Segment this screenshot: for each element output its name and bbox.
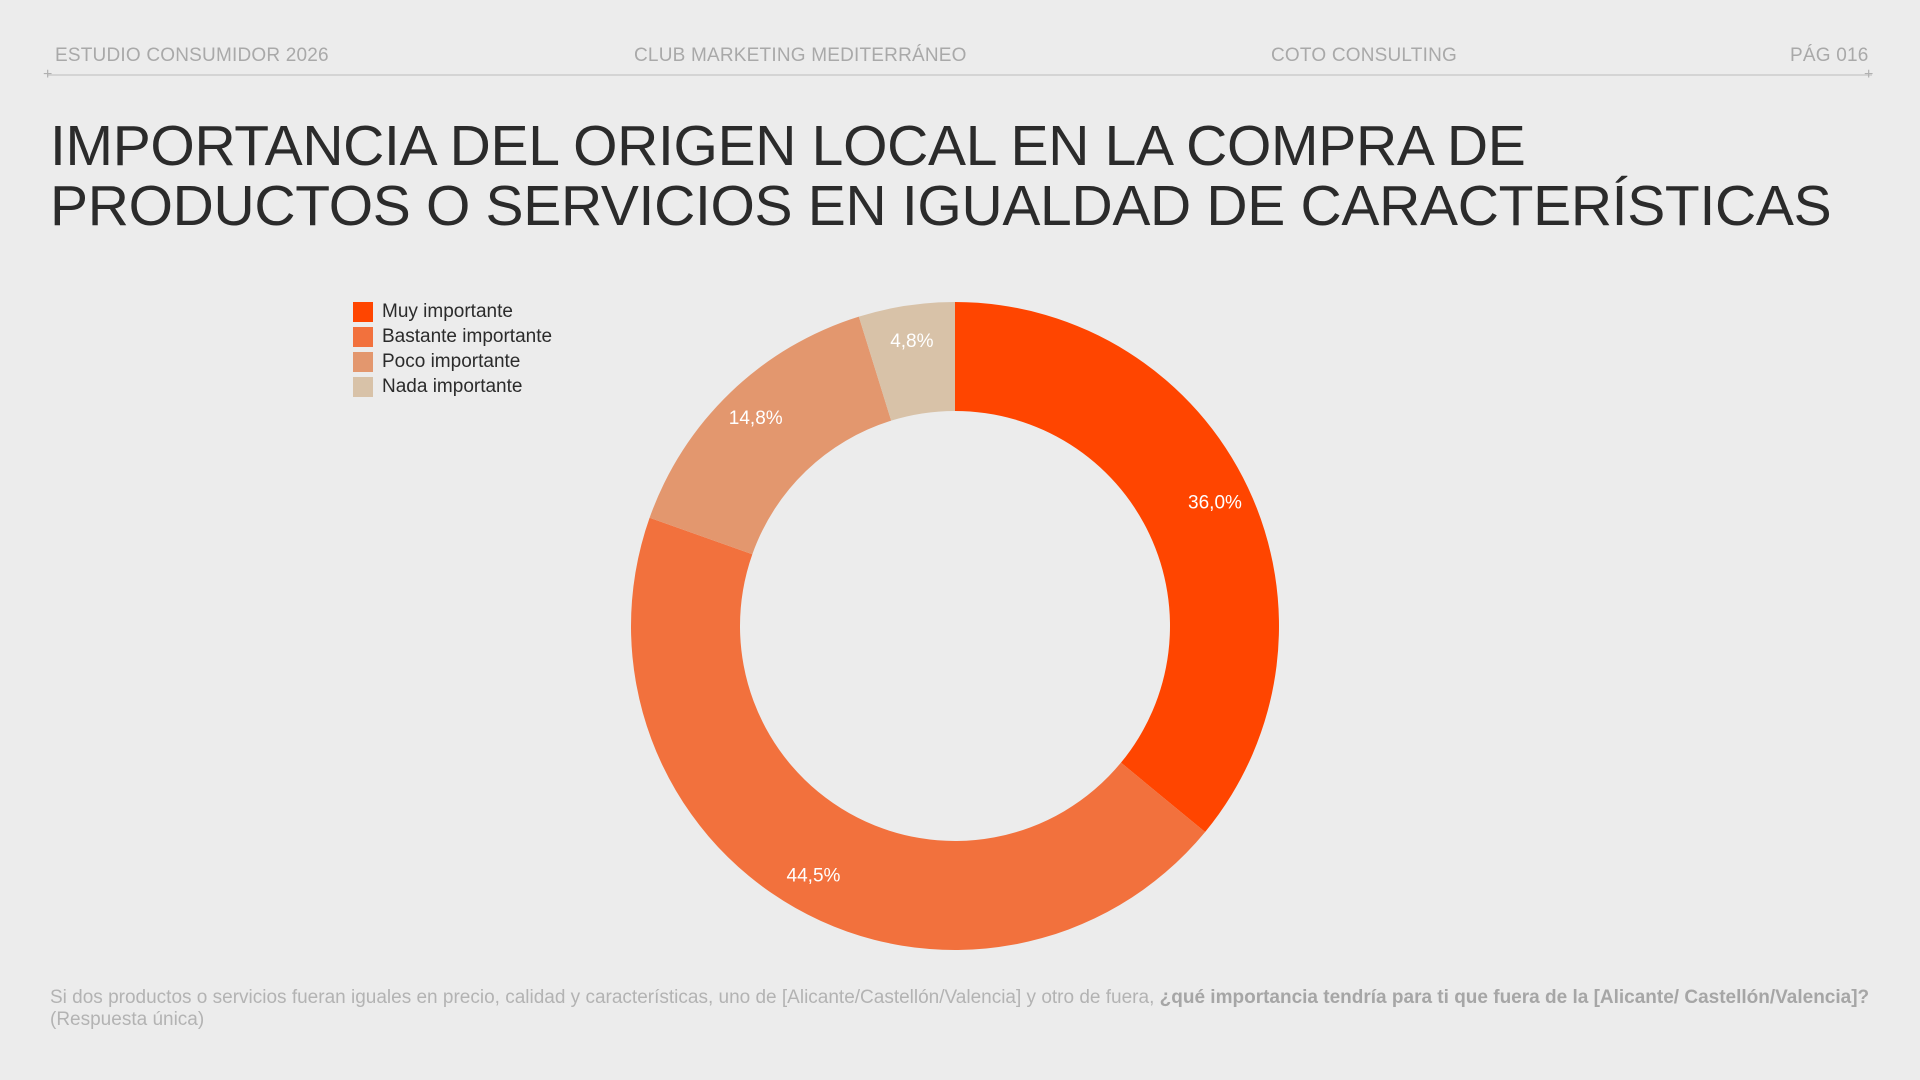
- slice-data-label: 44,5%: [787, 865, 841, 886]
- header-consultant: COTO CONSULTING: [1271, 45, 1457, 66]
- legend-item: Bastante importante: [353, 324, 552, 349]
- legend-label: Poco importante: [382, 350, 521, 372]
- chart-title-line-2: PRODUCTOS O SERVICIOS EN IGUALDAD DE CAR…: [50, 174, 1832, 238]
- slice-data-label: 36,0%: [1188, 492, 1242, 513]
- chart-title-line-1: IMPORTANCIA DEL ORIGEN LOCAL EN LA COMPR…: [50, 114, 1526, 178]
- crosshair-left-icon: +: [43, 66, 53, 83]
- legend-label: Bastante importante: [382, 325, 553, 347]
- legend-swatch: [353, 376, 373, 397]
- legend-swatch: [353, 326, 373, 347]
- legend-swatch: [353, 301, 373, 322]
- footnote: Si dos productos o servicios fueran igua…: [50, 987, 1880, 1031]
- chart-legend: Muy importante Bastante importante Poco …: [353, 299, 552, 399]
- chart-title: IMPORTANCIA DEL ORIGEN LOCAL EN LA COMPR…: [50, 114, 1832, 238]
- slice-data-label: 4,8%: [890, 331, 933, 352]
- legend-item: Poco importante: [353, 349, 552, 374]
- footnote-question-bold: ¿qué importancia tendría para ti que fue…: [1159, 987, 1870, 1008]
- donut-slice: [858, 302, 955, 421]
- header-club: CLUB MARKETING MEDITERRÁNEO: [634, 45, 967, 66]
- header-study: ESTUDIO CONSUMIDOR 2026: [55, 45, 329, 66]
- footnote-question: Si dos productos o servicios fueran igua…: [50, 987, 1160, 1008]
- legend-label: Muy importante: [382, 300, 513, 322]
- crosshair-right-icon: +: [1864, 66, 1874, 83]
- legend-item: Muy importante: [353, 299, 552, 324]
- donut-slice: [649, 316, 892, 555]
- legend-label: Nada importante: [382, 375, 523, 397]
- donut-slice: [955, 302, 1279, 832]
- header-page-number: PÁG 016: [1790, 45, 1869, 66]
- legend-item: Nada importante: [353, 374, 552, 399]
- slice-data-label: 14,8%: [729, 408, 783, 429]
- legend-swatch: [353, 351, 373, 372]
- donut-slice: [631, 517, 1206, 950]
- header-divider: [48, 74, 1872, 76]
- footnote-suffix: (Respuesta única): [50, 1009, 205, 1030]
